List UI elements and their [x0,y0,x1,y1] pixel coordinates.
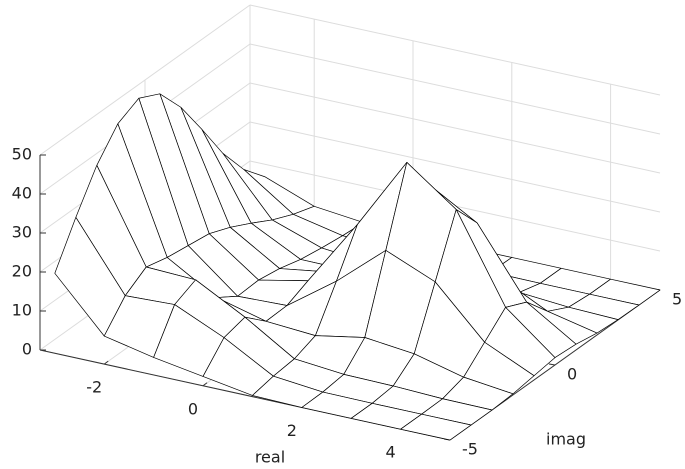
y-tick-label: 0 [567,365,577,384]
tick-mark [103,360,109,365]
grid-line [249,82,661,174]
tick-mark [548,363,556,366]
x-tick-label: -2 [86,378,102,397]
grid-line [249,121,661,213]
grid-line [249,43,661,135]
z-tick-label: 0 [22,340,32,359]
y-tick-label: -5 [462,440,478,459]
x-tick-label: 0 [188,399,198,418]
z-tick-label: 10 [12,301,32,320]
surface-cell [400,413,472,441]
z-tick-label: 40 [12,184,32,203]
x-tick-label: 2 [287,421,297,440]
z-tick-label: 30 [12,223,32,242]
y-tick-label: 5 [672,290,682,309]
y-axis-label: imag [546,430,586,449]
z-tick-label: 20 [12,262,32,281]
tick-mark [202,382,208,387]
grid-line [249,4,661,96]
x-tick-label: 4 [386,443,396,462]
x-axis-label: real [255,448,285,467]
z-tick-label: 50 [12,145,32,164]
